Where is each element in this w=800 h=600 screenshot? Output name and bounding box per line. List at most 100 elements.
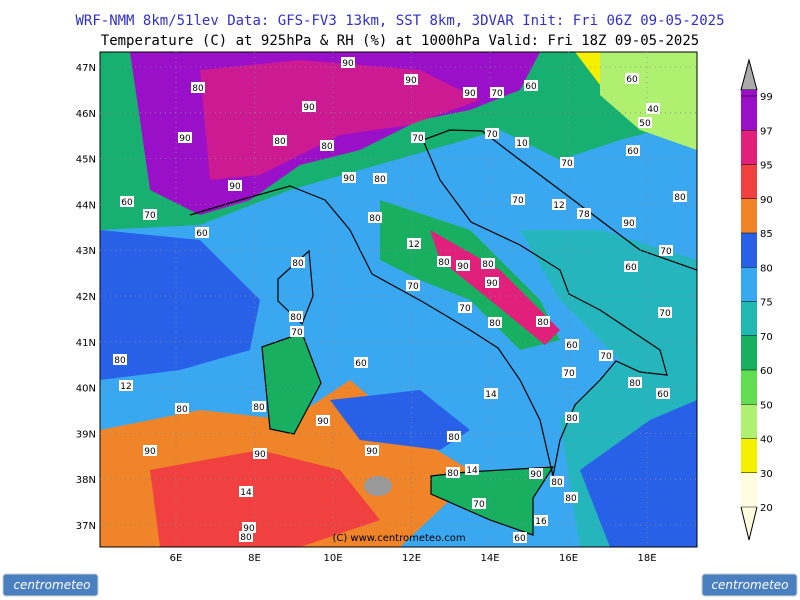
contour-label: 70 (561, 159, 573, 169)
contour-label: 90 (486, 279, 498, 289)
contour-label: 90 (342, 59, 354, 69)
colorbar-swatch (741, 301, 757, 336)
lat-label: 41N (76, 338, 96, 349)
contour-label-box (406, 280, 420, 291)
contour-label-box (354, 357, 368, 368)
colorbar-label: 95 (760, 161, 773, 172)
contour-label-box (513, 532, 527, 543)
contour-label-box (273, 135, 287, 146)
contour-label: 90 (229, 182, 241, 192)
contour-label-box (646, 103, 660, 114)
contour-label-box (599, 350, 613, 361)
contour-label-box (534, 515, 548, 526)
contour-label-box (624, 261, 638, 272)
colorbar-swatch (741, 233, 757, 268)
contour-label: 90 (457, 262, 469, 272)
contour-label-box (560, 157, 574, 168)
colorbar-label: 85 (760, 229, 773, 240)
contour-label: 60 (196, 229, 208, 239)
contour-label: 70 (291, 328, 303, 338)
contour-label-box (239, 531, 253, 542)
contour-label-box (120, 196, 134, 207)
contour-label-box (368, 212, 382, 223)
contour-label-box (472, 498, 486, 509)
contour-label: 80 (114, 356, 126, 366)
contour-label: 70 (473, 500, 485, 510)
contour-label-box (515, 137, 529, 148)
lon-label: 18E (637, 553, 656, 564)
logo-right-text: centrometeo (711, 578, 788, 592)
contour-label: 80 (447, 469, 459, 479)
contour-label-box (228, 180, 242, 191)
contour-label-box (175, 403, 189, 414)
colorbar-swatch (741, 164, 757, 199)
contour-label: 70 (491, 89, 503, 99)
contour-label: 12 (120, 382, 131, 392)
lon-label: 12E (402, 553, 421, 564)
colorbar-swatch (741, 267, 757, 302)
contour-label-box (458, 302, 472, 313)
colorbar-label: 60 (760, 366, 773, 377)
colorbar-bottom-arrow (740, 506, 758, 541)
contour-label-box (253, 448, 267, 459)
contour-label-box (291, 257, 305, 268)
contour-label: 80 (253, 403, 265, 413)
contour-label: 16 (535, 517, 547, 527)
contour-label-box (488, 317, 502, 328)
contour-label-box (191, 82, 205, 93)
contour-label: 60 (627, 147, 639, 157)
contour-label: 80 (192, 84, 204, 94)
contour-label: 90 (623, 219, 635, 229)
colorbar-label: 97 (760, 126, 773, 137)
contour-label: 70 (407, 282, 419, 292)
contour-label: 60 (566, 341, 578, 351)
title-line2: Temperature (C) at 925hPa & RH (%) at 10… (101, 33, 699, 49)
lat-label: 40N (76, 384, 96, 395)
contour-label: 70 (660, 247, 672, 257)
contour-label: 12 (408, 240, 419, 250)
contour-label: 80 (565, 494, 577, 504)
contour-label-box (456, 260, 470, 271)
contour-label-box (511, 194, 525, 205)
contour-label: 80 (482, 260, 494, 270)
contour-label: 90 (317, 417, 329, 427)
contour-label: 50 (639, 119, 651, 129)
contour-label: 12 (553, 201, 564, 211)
lat-label: 37N (76, 521, 96, 532)
contour-label-box (252, 401, 266, 412)
contour-label: 80 (292, 259, 304, 269)
lon-label: 14E (480, 553, 499, 564)
contour-label-box (524, 80, 538, 91)
logo-left (2, 573, 99, 597)
lat-label: 46N (76, 109, 96, 120)
lat-label: 39N (76, 429, 96, 440)
contour-label: 90 (243, 524, 255, 534)
colorbar-label: 70 (760, 332, 773, 343)
lat-label: 44N (76, 200, 96, 211)
contour-label-box (365, 445, 379, 456)
contour-label: 80 (176, 405, 188, 415)
contour-label-box (481, 258, 495, 269)
contour-label: 90 (464, 89, 476, 99)
contour-label: 80 (489, 319, 501, 329)
colorbar-swatch (741, 130, 757, 165)
contour-label: 80 (369, 214, 381, 224)
contour-label: 70 (459, 304, 471, 314)
contour-label: 90 (405, 76, 417, 86)
contour-label-box (465, 464, 479, 475)
contour-label-box (320, 140, 334, 151)
title-line1: WRF-NMM 8km/51lev Data: GFS-FV3 13km, SS… (75, 13, 724, 29)
contour-label-box (562, 367, 576, 378)
lat-label: 45N (76, 155, 96, 166)
contour-label: 14 (240, 488, 252, 498)
contour-label: 80 (438, 258, 450, 268)
contour-label-box (119, 380, 133, 391)
contour-label-box (536, 316, 550, 327)
contour-label-box (659, 245, 673, 256)
lat-label: 38N (76, 475, 96, 486)
contour-label: 70 (659, 309, 671, 319)
contour-label-box (564, 492, 578, 503)
contour-label: 90 (144, 447, 156, 457)
contour-label-box (143, 209, 157, 220)
contour-label-box (484, 388, 498, 399)
